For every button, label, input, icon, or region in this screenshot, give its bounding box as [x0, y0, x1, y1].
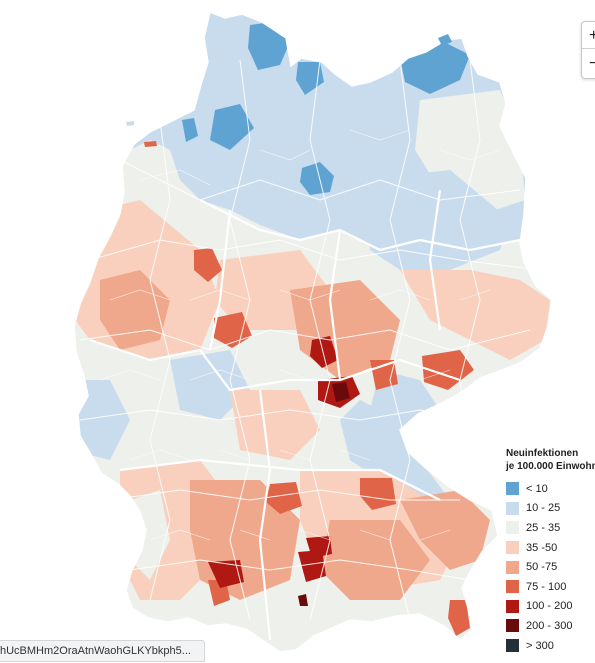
- legend-label: 200 - 300: [526, 619, 573, 632]
- legend-item: > 300: [506, 636, 595, 656]
- zoom-controls: + −: [581, 21, 595, 79]
- legend-swatch: [506, 599, 519, 613]
- legend-item: 75 - 100: [506, 577, 595, 597]
- legend-label: 100 - 200: [526, 600, 573, 613]
- district-75-100-a: [194, 248, 222, 282]
- district-100-200-c: [208, 560, 244, 588]
- legend-label: 75 - 100: [526, 580, 567, 593]
- legend-label: 10 - 25: [526, 502, 561, 515]
- legend-item: 10 - 25: [506, 499, 595, 519]
- legend-swatch: [506, 541, 519, 555]
- district-200-300-a: [332, 382, 350, 402]
- district-200-300-b: [298, 594, 308, 606]
- district-100-200-e: [306, 536, 332, 558]
- legend-item: 25 - 35: [506, 518, 595, 538]
- map-legend: Neuinfektionen je 100.000 Einwohn < 10 10…: [506, 447, 595, 655]
- district-75-100-f: [360, 478, 396, 510]
- district-100-200-a: [310, 336, 338, 368]
- legend-item: < 10: [506, 479, 595, 499]
- legend-swatch: [506, 560, 519, 574]
- district-boundaries: [79, 59, 541, 621]
- legend-swatch: [506, 482, 519, 496]
- zoom-out-button[interactable]: −: [589, 55, 595, 72]
- region-bavaria-south-50-75: [320, 520, 430, 600]
- district-75-100-g: [448, 600, 470, 636]
- district-75-100-c: [422, 350, 474, 390]
- legend-title-line2: je 100.000 Einwohn: [506, 461, 595, 472]
- district-75-100-e: [266, 482, 302, 514]
- region-east-35-50: [400, 270, 550, 360]
- district-boundaries-fine: [99, 129, 501, 541]
- legend-swatch: [506, 639, 519, 653]
- zoom-in-button[interactable]: +: [582, 22, 595, 49]
- legend-label: < 10: [526, 482, 548, 495]
- legend-items: < 10 10 - 25 25 - 35 35 -50 50 -75 75 - 100 10…: [506, 479, 595, 655]
- legend-swatch: [506, 580, 519, 594]
- island-baltic: [438, 34, 452, 46]
- district-hannover-dark-blue: [300, 162, 334, 195]
- status-url-bar: hUcBMHm2OraAtnWaohGLKYbkph5...: [0, 640, 205, 662]
- legend-title-line1: Neuinfektionen: [506, 448, 579, 459]
- legend-label: 25 - 35: [526, 521, 561, 534]
- legend-swatch: [506, 619, 519, 633]
- legend-item: 35 -50: [506, 538, 595, 558]
- legend-swatch: [506, 521, 519, 535]
- district-100-200-d: [298, 550, 326, 582]
- legend-label: > 300: [526, 639, 554, 652]
- legend-swatch: [506, 501, 519, 515]
- region-hesse-south-35-50: [230, 390, 320, 460]
- district-dark-blue-3: [182, 118, 198, 142]
- district-bremen-dark-blue: [210, 104, 254, 150]
- state-borders: [89, 189, 521, 641]
- district-offshore-island: [144, 141, 157, 147]
- legend-label: 50 -75: [526, 561, 558, 574]
- region-central-east-10-25: [340, 400, 450, 520]
- region-lower-bavaria-50-75: [400, 490, 490, 570]
- legend-item: 200 - 300: [506, 616, 595, 636]
- legend-item: 100 - 200: [506, 597, 595, 617]
- island-north-sea: [126, 121, 134, 126]
- region-hesse-10-25: [170, 350, 250, 420]
- legend-item: 50 -75: [506, 557, 595, 577]
- legend-label: 35 -50: [526, 541, 558, 554]
